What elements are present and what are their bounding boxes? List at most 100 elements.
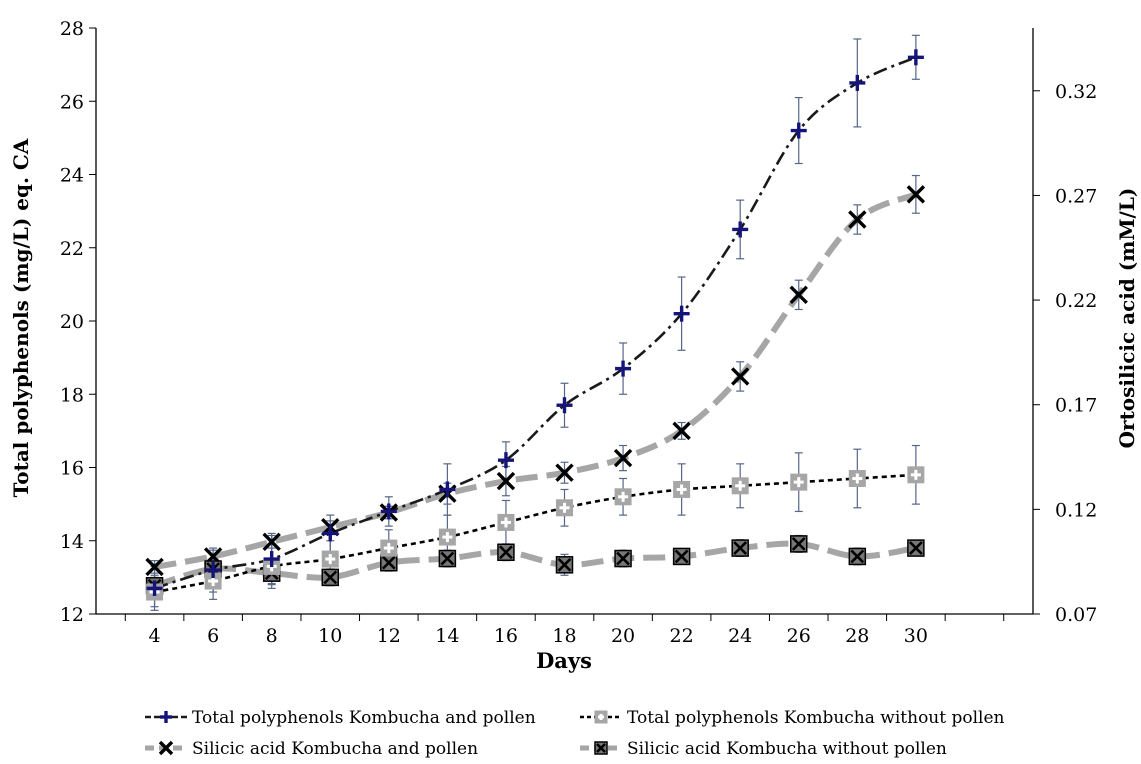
data-point xyxy=(672,547,691,566)
data-point xyxy=(321,550,339,568)
y2-tick-label: 0.27 xyxy=(1055,185,1097,207)
x-tick-label: 14 xyxy=(435,625,459,647)
data-point xyxy=(380,539,398,557)
y-tick-label: 12 xyxy=(60,604,84,626)
data-point xyxy=(907,466,925,484)
data-point xyxy=(848,469,866,487)
marker-stroke xyxy=(145,557,164,577)
data-point xyxy=(556,499,573,517)
marker-stroke xyxy=(616,551,630,566)
x-tick-label: 20 xyxy=(611,625,635,647)
marker-stroke xyxy=(791,536,806,551)
x-tick-label: 16 xyxy=(494,625,518,647)
marker-stroke xyxy=(499,545,513,560)
data-point xyxy=(672,421,691,441)
legend-item: Silicic acid Kombucha without pollen xyxy=(580,739,947,759)
legend-item: Total polyphenols Kombucha and pollen xyxy=(145,708,536,728)
data-point xyxy=(732,221,749,238)
x-tick-label: 24 xyxy=(728,625,752,647)
data-point xyxy=(730,367,750,386)
data-point xyxy=(848,547,867,566)
marker-stroke xyxy=(496,471,516,491)
legend-label: Total polyphenols Kombucha and pollen xyxy=(192,708,536,728)
data-point xyxy=(673,480,691,498)
marker-stroke xyxy=(381,555,396,570)
data-point xyxy=(614,488,632,506)
data-point xyxy=(262,532,281,551)
y2-tick-label: 0.22 xyxy=(1055,290,1097,312)
data-point xyxy=(497,543,515,562)
data-point xyxy=(907,539,925,557)
data-point xyxy=(380,553,398,572)
data-point xyxy=(380,503,397,520)
data-point xyxy=(790,122,807,139)
data-point xyxy=(555,556,574,574)
legend-marker xyxy=(594,710,608,724)
marker-stroke xyxy=(733,541,748,555)
legend-item: Silicic acid Kombucha and pollen xyxy=(145,739,478,759)
marker-stroke xyxy=(596,743,606,753)
data-point xyxy=(790,473,808,491)
x-tick-label: 12 xyxy=(377,625,401,647)
data-point xyxy=(438,549,457,568)
y-axis-label: Total polyphenols (mg/L) eq. CA xyxy=(9,138,33,497)
marker-stroke xyxy=(906,185,926,204)
y-tick-label: 16 xyxy=(60,458,84,480)
data-point xyxy=(673,305,690,322)
marker-stroke xyxy=(789,285,808,305)
data-point xyxy=(907,49,924,66)
x-tick-label: 22 xyxy=(670,625,694,647)
y-tick-label: 20 xyxy=(60,311,84,333)
x-tick-label: 28 xyxy=(845,625,869,647)
data-point xyxy=(789,285,808,305)
y-tick-label: 26 xyxy=(60,91,84,113)
data-point xyxy=(614,549,632,568)
marker-stroke xyxy=(850,549,865,564)
data-point xyxy=(322,525,339,542)
data-point xyxy=(263,551,280,568)
legend-item: Total polyphenols Kombucha without polle… xyxy=(580,708,1005,728)
axes: 4 6 8 10 12 14 16 18 20 22 24 26 28 30 12 14 16 18 20 22 24 2… xyxy=(60,18,1098,647)
y2-axis-label: Ortosilicic acid (mM/L) xyxy=(1115,188,1139,449)
data-point xyxy=(497,452,514,469)
data-point xyxy=(848,210,867,229)
y-tick-label: 24 xyxy=(60,165,84,187)
data-point xyxy=(438,528,456,546)
y-tick-label: 18 xyxy=(60,384,84,406)
data-point xyxy=(849,74,866,91)
x-tick-label: 18 xyxy=(552,625,576,647)
marker-stroke xyxy=(674,549,689,564)
x-tick-label: 30 xyxy=(904,625,928,647)
data-point xyxy=(496,471,516,491)
marker-stroke xyxy=(262,532,281,551)
y-tick-label: 14 xyxy=(60,531,84,553)
data-point xyxy=(906,185,926,204)
data-point xyxy=(613,448,633,468)
marker-stroke xyxy=(158,740,174,756)
legend-marker xyxy=(160,711,172,723)
x-tick-label: 26 xyxy=(787,625,811,647)
data-point xyxy=(731,539,749,557)
y-tick-label: 28 xyxy=(60,18,84,40)
data-point xyxy=(555,463,574,482)
data-point xyxy=(439,481,456,498)
data-point xyxy=(146,580,163,597)
data-point xyxy=(145,557,164,577)
legend-label: Total polyphenols Kombucha without polle… xyxy=(627,708,1005,728)
legend-marker xyxy=(594,741,608,755)
y2-tick-label: 0.32 xyxy=(1055,81,1097,103)
y2-tick-label: 0.12 xyxy=(1055,499,1097,521)
data-point xyxy=(205,562,222,579)
legend-label: Silicic acid Kombucha without pollen xyxy=(627,739,947,759)
data-point xyxy=(321,568,339,587)
series-markers xyxy=(145,49,926,601)
x-tick-label: 6 xyxy=(207,625,219,647)
marker-stroke xyxy=(440,551,455,566)
marker-stroke xyxy=(672,421,691,441)
error-bars xyxy=(150,34,920,611)
series-line xyxy=(154,56,917,590)
x-tick-label: 8 xyxy=(266,625,278,647)
x-tick-label: 4 xyxy=(149,625,161,647)
